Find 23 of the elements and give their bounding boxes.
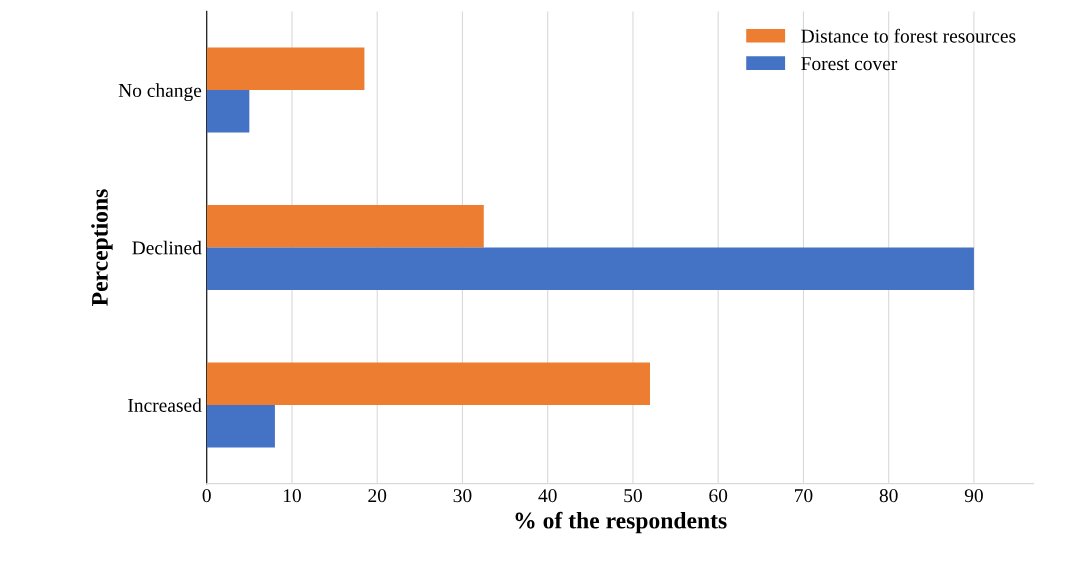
y-tick-label: No change (118, 83, 202, 102)
x-tick-label: 60 (709, 489, 728, 503)
y-tick-label: Declined (132, 240, 202, 255)
x-tick-label: 80 (879, 489, 898, 503)
x-tick-label: 0 (202, 489, 211, 503)
bar (206, 404, 275, 448)
x-tick-label: 10 (283, 489, 301, 503)
x-axis-title: % of the respondents (515, 511, 727, 534)
legend-label: Distance to forest resources (801, 28, 1016, 43)
bar (206, 362, 650, 405)
y-axis-title: Perceptions (91, 189, 113, 306)
bar (206, 47, 365, 91)
x-tick-label: 90 (964, 489, 983, 503)
y-tick-label: Increased (128, 398, 202, 412)
bar (206, 205, 484, 248)
x-tick-label: 30 (453, 489, 472, 503)
x-tick-label: 50 (624, 489, 642, 503)
x-tick-label: 20 (368, 489, 387, 503)
legend-label: Forest cover (801, 57, 898, 71)
bar (206, 247, 974, 291)
x-tick-label: 40 (538, 489, 557, 503)
x-tick-label: 70 (795, 489, 813, 503)
bar (206, 90, 250, 133)
